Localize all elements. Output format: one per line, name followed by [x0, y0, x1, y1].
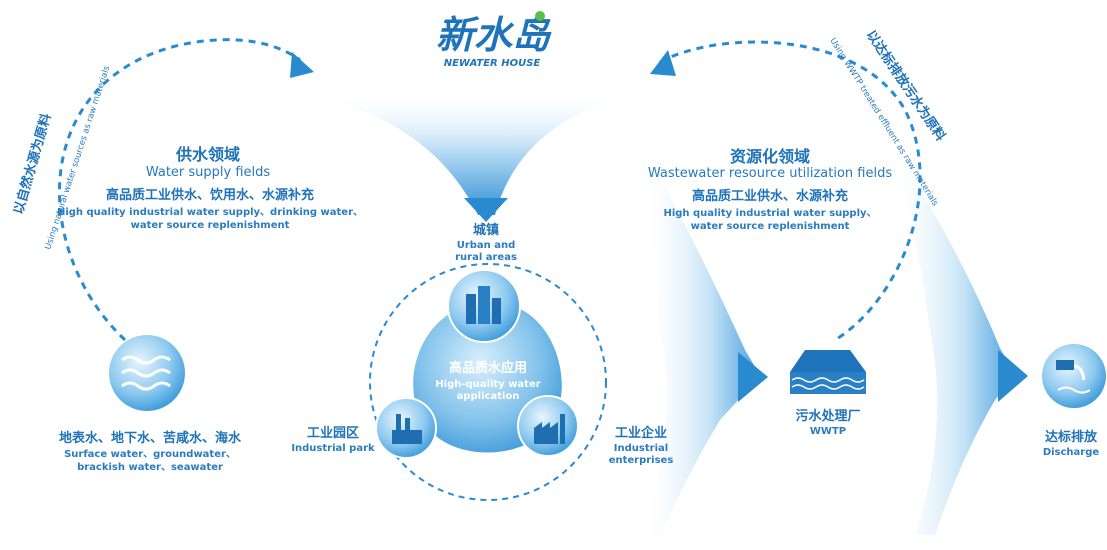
logo-leaf-accent: [535, 11, 545, 21]
center-label-zh: 高品质水应用: [448, 361, 527, 376]
urban-label-en-1: Urban and: [456, 240, 516, 251]
resource-desc-en-1: High quality industrial water supply、: [663, 208, 877, 219]
water-supply-title-zh: 供水领域: [175, 145, 240, 164]
enterprise-label-en-1: Industrial: [613, 443, 669, 454]
logo-subtitle: NEWATER HOUSE: [444, 58, 541, 69]
right-arc-label-zh: 以达标排放污水为原料: [863, 27, 949, 144]
sources-label-en-1: Surface water、groundwater、: [64, 449, 236, 460]
discharge-pipe-icon: [1042, 344, 1106, 408]
water-supply-desc-en-2: water source replenishment: [130, 220, 290, 231]
center-label-en-1: High-quality water: [435, 379, 541, 390]
resource-desc-zh: 高品质工业供水、水源补充: [691, 189, 848, 204]
wwtp-label-en: WWTP: [809, 426, 847, 437]
enterprise-label-zh: 工业企业: [614, 426, 667, 441]
water-supply-title-en: Water supply fields: [145, 165, 271, 180]
resource-desc-en-2: water source replenishment: [690, 221, 850, 232]
logo-wordmark: 新水岛: [436, 13, 552, 57]
urban-label-zh: 城镇: [472, 223, 499, 238]
factory-icon: [517, 395, 579, 457]
top-funnel-flow: [300, 92, 640, 215]
wwtp-label-zh: 污水处理厂: [795, 409, 861, 424]
industrial-park-icon: [375, 397, 437, 459]
funnel-arrow-head: [464, 198, 508, 222]
discharge-label-zh: 达标排放: [1044, 430, 1097, 445]
arrow-to-discharge: [998, 350, 1028, 402]
discharge-label-en: Discharge: [1042, 447, 1100, 458]
stream-to-discharge: [890, 140, 1015, 535]
right-arc-arrowhead: [650, 50, 676, 76]
left-dashed-arc: [58, 38, 301, 342]
resource-title-en: Wastewater resource utilization fields: [647, 166, 893, 181]
wwtp-icon: [790, 350, 866, 394]
water-supply-desc-zh: 高品质工业供水、饮用水、水源补充: [105, 188, 314, 203]
urban-label-en-2: rural areas: [455, 252, 517, 263]
buildings-icon: [447, 269, 521, 343]
left-arc-arrowhead: [290, 52, 314, 78]
center-label-en-2: application: [456, 391, 520, 402]
arrow-to-wwtp: [738, 352, 768, 402]
park-label-zh: 工业园区: [306, 426, 359, 441]
park-label-en: Industrial park: [291, 443, 375, 454]
stream-to-wwtp: [640, 140, 760, 535]
resource-title-zh: 资源化领域: [729, 147, 810, 166]
water-supply-desc-en-1: High quality industrial water supply、dri…: [56, 207, 364, 218]
left-arc-label-zh: 以自然水源为原料: [10, 112, 54, 216]
enterprise-label-en-2: enterprises: [608, 455, 674, 466]
application-dashed-ring: [369, 263, 607, 501]
sources-label-en-2: brackish water、seawater: [77, 462, 223, 473]
waves-icon: [109, 335, 185, 411]
sources-label-zh: 地表水、地下水、苦咸水、海水: [58, 431, 241, 446]
